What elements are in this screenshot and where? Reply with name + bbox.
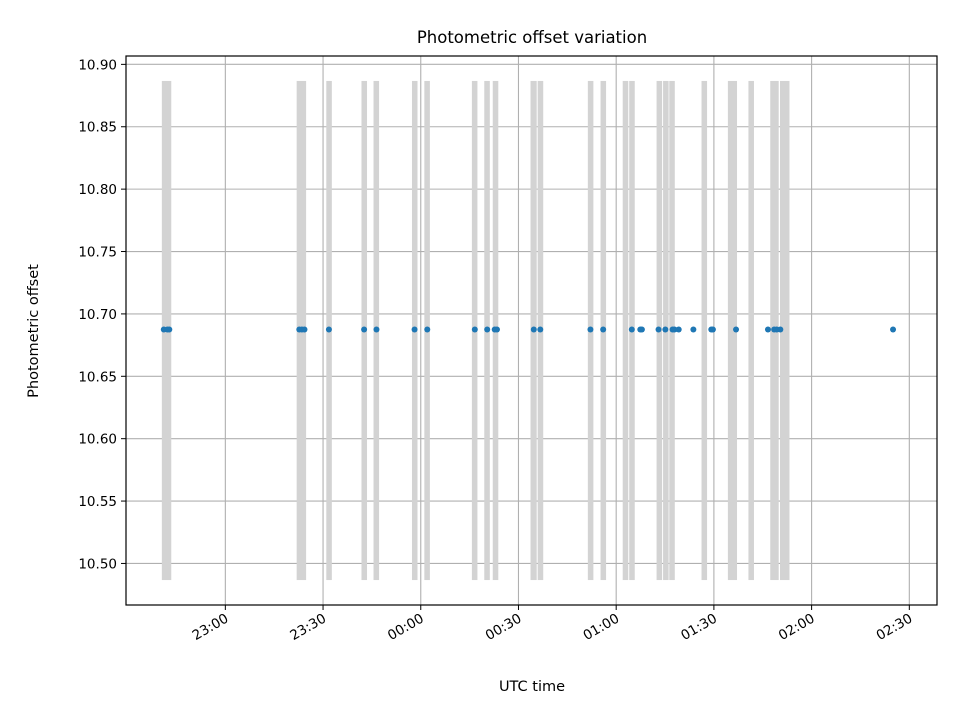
data-points bbox=[160, 326, 897, 333]
y-tick-label: 10.85 bbox=[78, 120, 117, 136]
data-point bbox=[777, 326, 784, 333]
data-point bbox=[638, 326, 645, 333]
data-point bbox=[166, 326, 173, 333]
data-point bbox=[675, 326, 682, 333]
data-point bbox=[325, 326, 332, 333]
data-point bbox=[655, 326, 662, 333]
exposure-band bbox=[780, 80, 790, 581]
y-tick-label: 10.75 bbox=[78, 245, 117, 261]
data-point bbox=[628, 326, 635, 333]
data-point bbox=[424, 326, 431, 333]
data-point bbox=[484, 326, 491, 333]
data-point bbox=[373, 326, 380, 333]
data-point bbox=[890, 326, 897, 333]
data-point bbox=[690, 326, 697, 333]
data-point bbox=[671, 326, 678, 333]
y-axis-label: Photometric offset bbox=[26, 264, 42, 398]
y-tick-label: 10.55 bbox=[78, 494, 117, 510]
chart-title: Photometric offset variation bbox=[417, 28, 647, 47]
data-point bbox=[600, 326, 607, 333]
data-point bbox=[537, 326, 544, 333]
exposure-band bbox=[622, 80, 629, 581]
data-point bbox=[301, 326, 308, 333]
y-tick-label: 10.80 bbox=[78, 182, 117, 198]
y-tick-label: 10.70 bbox=[78, 307, 117, 323]
exposure-band bbox=[727, 80, 738, 581]
y-tick-label: 10.60 bbox=[78, 432, 117, 448]
plot-frame bbox=[125, 55, 938, 606]
data-point bbox=[662, 326, 669, 333]
exposure-band bbox=[701, 80, 708, 581]
y-axis-ticks: 10.50 10.55 10.60 10.65 10.70 10.75 10.80 10.85… bbox=[78, 57, 126, 572]
data-point bbox=[764, 326, 771, 333]
data-point bbox=[587, 326, 594, 333]
data-point bbox=[361, 326, 368, 333]
y-tick-label: 10.90 bbox=[78, 57, 117, 73]
y-tick-label: 10.50 bbox=[78, 556, 117, 572]
data-point bbox=[411, 326, 418, 333]
data-point bbox=[493, 326, 500, 333]
data-point bbox=[471, 326, 478, 333]
data-point bbox=[709, 326, 716, 333]
x-axis-label: UTC time bbox=[499, 679, 565, 695]
y-tick-label: 10.65 bbox=[78, 369, 117, 385]
data-point bbox=[733, 326, 740, 333]
data-point bbox=[530, 326, 537, 333]
exposure-band bbox=[748, 80, 754, 581]
